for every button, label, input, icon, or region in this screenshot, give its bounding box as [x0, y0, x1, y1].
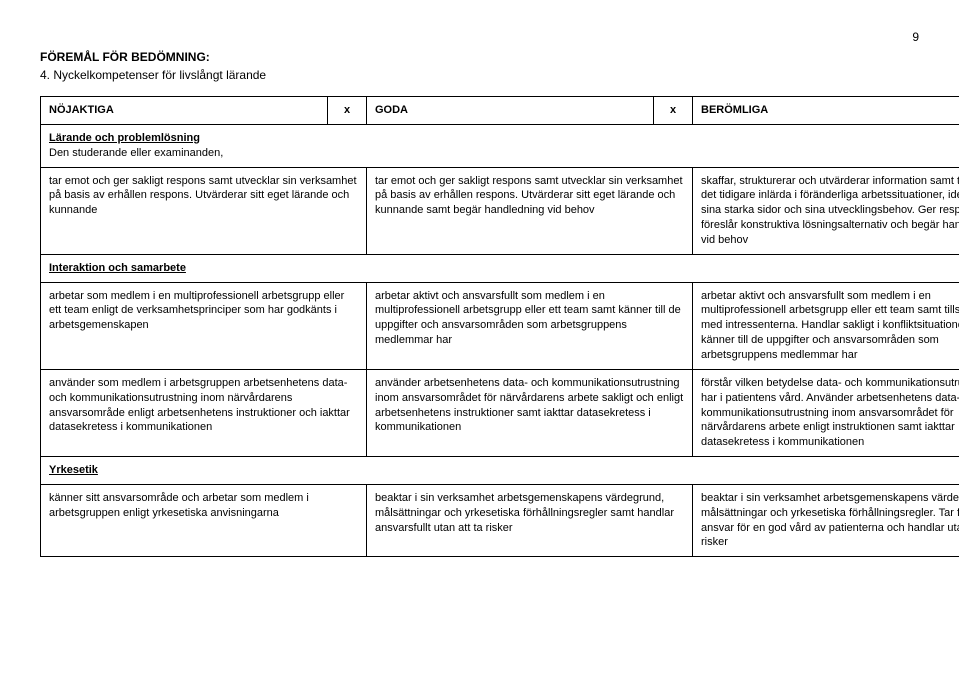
- row3-c3: förstår vilken betydelse data- och kommu…: [693, 369, 959, 456]
- assessment-subheading: 4. Nyckelkompetenser för livslångt läran…: [40, 68, 919, 82]
- section2-row: arbetar som medlem i en multiprofessione…: [41, 282, 959, 369]
- header-mark2: x: [654, 97, 693, 125]
- section4-label-row: Yrkesetik: [41, 457, 959, 485]
- row3-c2: använder arbetsenhetens data- och kommun…: [367, 369, 693, 456]
- header-row: NÖJAKTIGA x GODA x BERÖMLIGA x: [41, 97, 959, 125]
- section4-label-cell: Yrkesetik: [41, 457, 959, 485]
- section2-label: Interaktion och samarbete: [49, 262, 186, 274]
- section1-label: Lärande och problemlösning: [49, 132, 200, 144]
- section2-label-row: Interaktion och samarbete: [41, 254, 959, 282]
- section1-label-cell: Lärande och problemlösning Den studerand…: [41, 124, 959, 167]
- section1-c1: tar emot och ger sakligt respons samt ut…: [41, 167, 367, 254]
- header-col2: GODA: [367, 97, 654, 125]
- section2-c2: arbetar aktivt och ansvarsfullt som medl…: [367, 282, 693, 369]
- row3-c1: använder som medlem i arbetsgruppen arbe…: [41, 369, 367, 456]
- section1-row: tar emot och ger sakligt respons samt ut…: [41, 167, 959, 254]
- assessment-table: NÖJAKTIGA x GODA x BERÖMLIGA x Lärande o…: [40, 96, 959, 557]
- header-col1: NÖJAKTIGA: [41, 97, 328, 125]
- section4-row: känner sitt ansvarsområde och arbetar so…: [41, 484, 959, 556]
- section1-c3: skaffar, strukturerar och utvärderar inf…: [693, 167, 959, 254]
- section1-label-row: Lärande och problemlösning Den studerand…: [41, 124, 959, 167]
- row3: använder som medlem i arbetsgruppen arbe…: [41, 369, 959, 456]
- section4-label: Yrkesetik: [49, 464, 98, 476]
- assessment-heading: FÖREMÅL FÖR BEDÖMNING:: [40, 50, 919, 64]
- section4-c2: beaktar i sin verksamhet arbetsgemenskap…: [367, 484, 693, 556]
- section2-c3: arbetar aktivt och ansvarsfullt som medl…: [693, 282, 959, 369]
- section2-label-cell: Interaktion och samarbete: [41, 254, 959, 282]
- page-number: 9: [40, 30, 919, 44]
- section4-c3: beaktar i sin verksamhet arbetsgemenskap…: [693, 484, 959, 556]
- section1-c2: tar emot och ger sakligt respons samt ut…: [367, 167, 693, 254]
- section4-c1: känner sitt ansvarsområde och arbetar so…: [41, 484, 367, 556]
- header-mark1: x: [328, 97, 367, 125]
- header-col3: BERÖMLIGA: [693, 97, 959, 125]
- section1-sub: Den studerande eller examinanden,: [49, 147, 223, 159]
- section2-c1: arbetar som medlem i en multiprofessione…: [41, 282, 367, 369]
